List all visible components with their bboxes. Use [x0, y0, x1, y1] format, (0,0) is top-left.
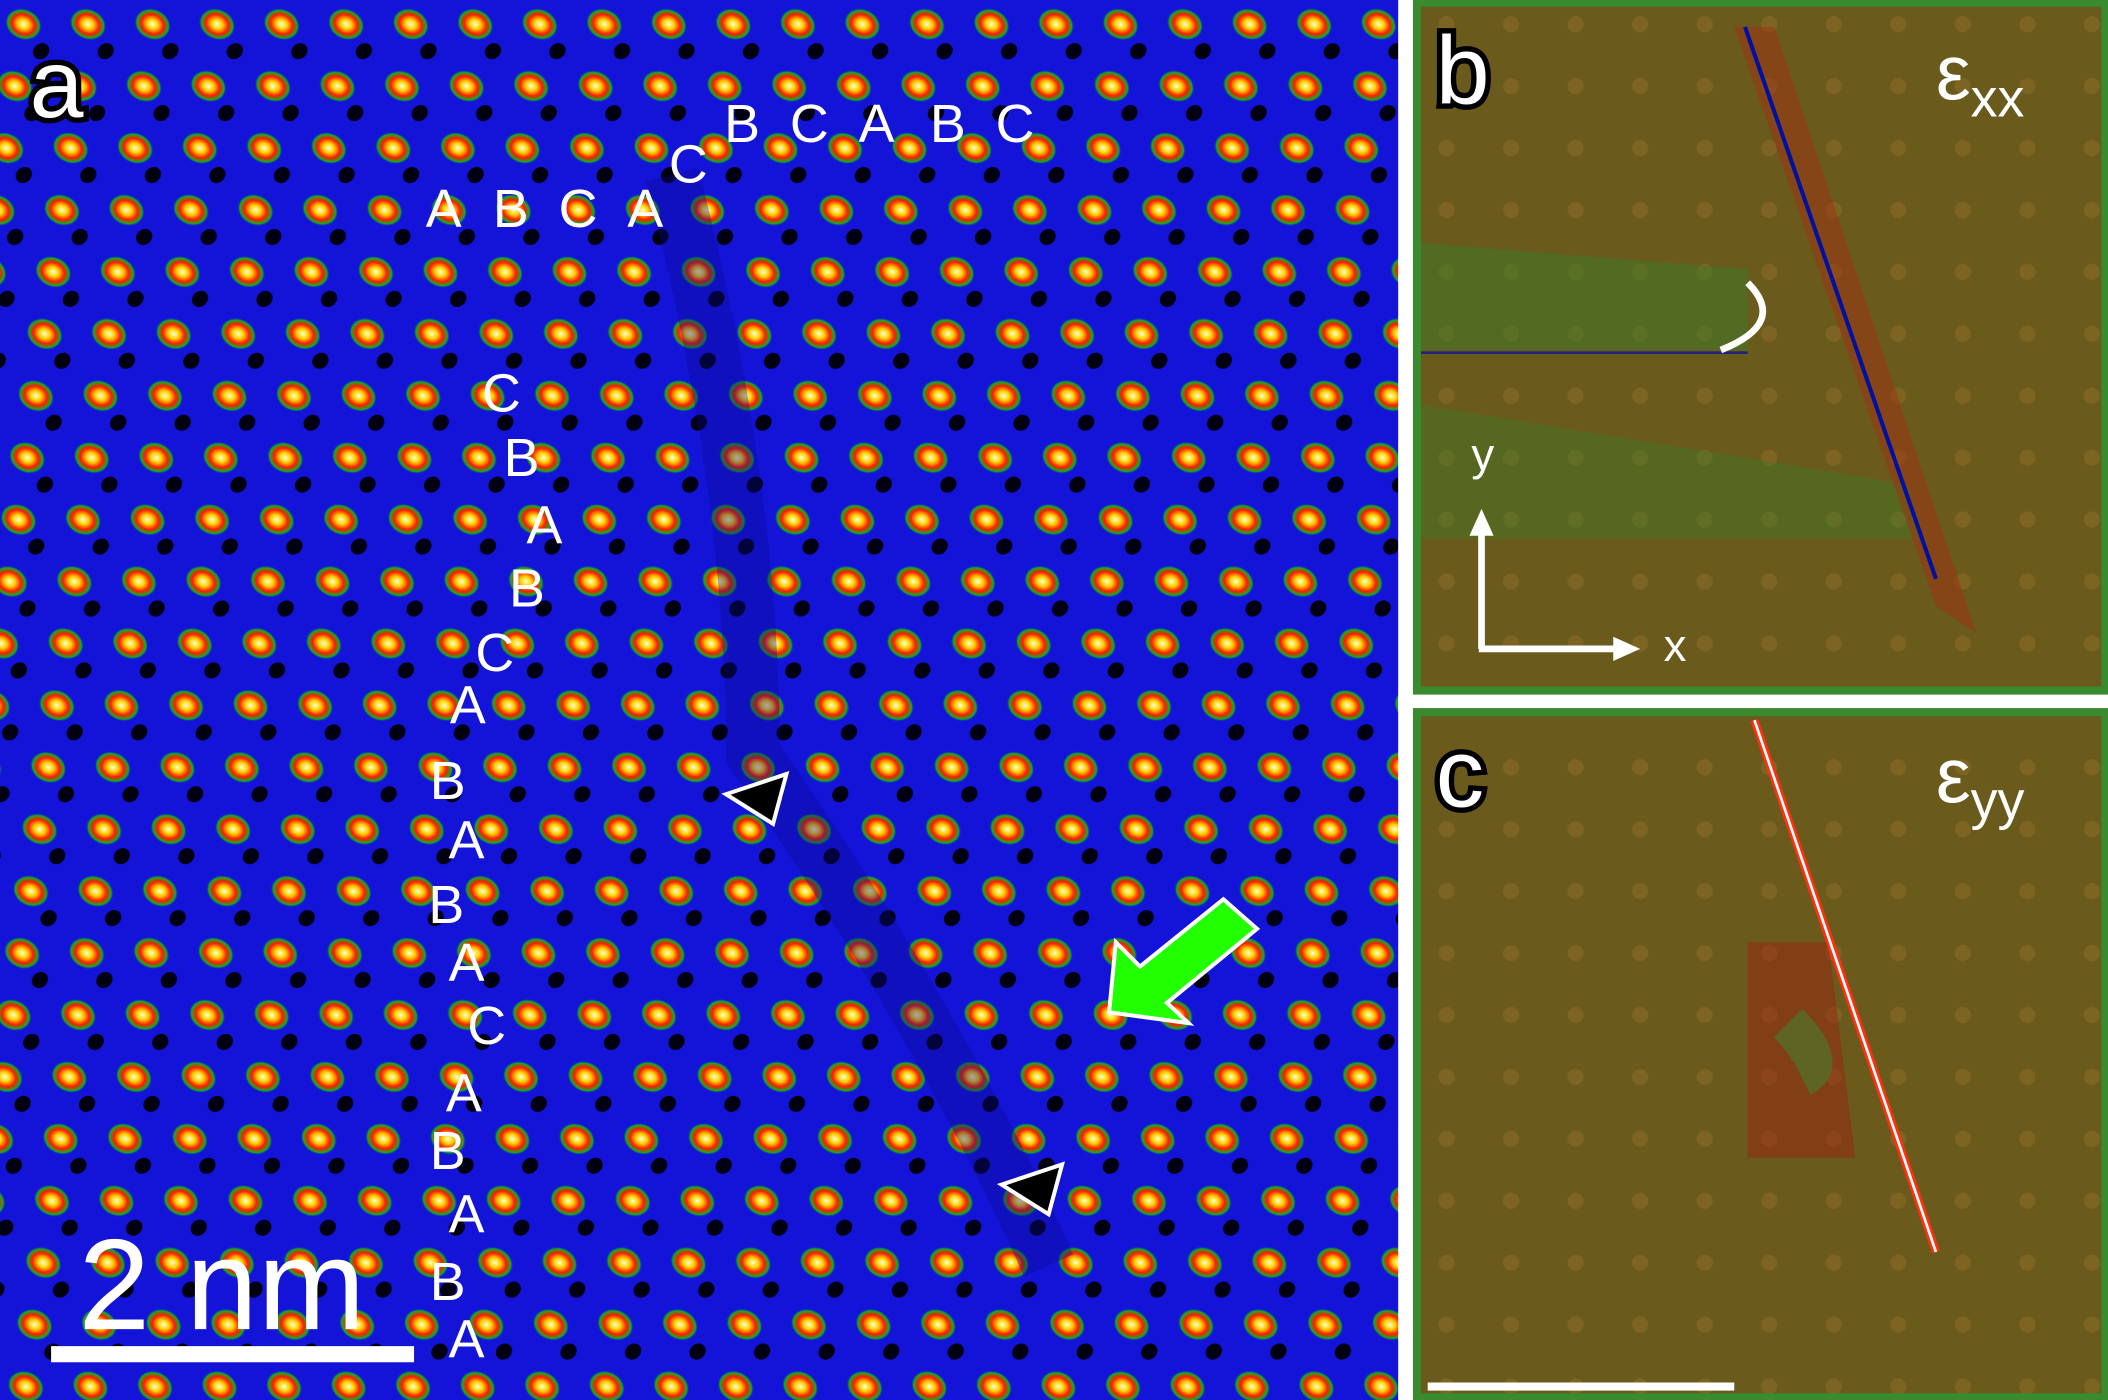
- arrowhead: [721, 770, 790, 828]
- stacking-letter: C: [790, 94, 829, 154]
- micrograph: [0, 0, 1399, 1400]
- stacking-letter: C: [559, 179, 598, 239]
- frame: [1412, 0, 2108, 695]
- stacking-letter: A: [450, 676, 486, 736]
- axis-label: y: [1471, 429, 1494, 480]
- scale-bar-label: 2 nm: [78, 1213, 365, 1357]
- stacking-letter: C: [669, 134, 708, 194]
- stacking-letter: B: [430, 1252, 466, 1312]
- strain-symbol: εyy: [1936, 730, 2025, 831]
- stacking-letter: B: [430, 1121, 466, 1181]
- frame: [1412, 708, 2108, 1400]
- stacking-letter: A: [449, 1310, 485, 1370]
- stacking-letter: A: [859, 94, 895, 154]
- stacking-letter: B: [930, 94, 966, 154]
- region: [1414, 242, 1748, 350]
- stacking-letter: A: [426, 179, 462, 239]
- panel-label: b: [1436, 16, 1490, 125]
- panel-label: c: [1436, 718, 1484, 827]
- stacking-letter: C: [467, 996, 506, 1056]
- stacking-letter: A: [527, 495, 563, 555]
- panel-label: a: [30, 29, 84, 138]
- region: [1773, 1008, 1833, 1095]
- symbol: ε: [1936, 28, 1971, 116]
- dislocation-line: [1753, 719, 1938, 1253]
- stacking-letter: B: [430, 751, 466, 811]
- arrowhead: [996, 1161, 1065, 1218]
- strain-symbol: εxx: [1936, 28, 2025, 129]
- stacking-letter: A: [627, 179, 663, 239]
- dislocation-line: [1743, 26, 1938, 580]
- core: [1719, 280, 1767, 354]
- stacking-letter: A: [449, 933, 485, 993]
- stacking-letter: C: [996, 94, 1035, 154]
- region: [1414, 403, 1923, 539]
- stacking-letter: B: [428, 875, 464, 935]
- strain-map: [1414, 709, 2108, 1400]
- arrowhead: [1613, 636, 1641, 661]
- stacking-letter: A: [446, 1063, 482, 1123]
- stacking-letter: B: [724, 94, 760, 154]
- boundary-shade: [646, 168, 1074, 1277]
- axis-label: x: [1664, 620, 1687, 671]
- stacking-letter: B: [493, 179, 529, 239]
- arrowhead: [1469, 508, 1494, 536]
- stacking-letter: C: [482, 363, 521, 423]
- subscript: yy: [1971, 771, 2025, 831]
- stacking-letter: A: [449, 810, 485, 870]
- region: [1734, 26, 1977, 633]
- green-arrow: [1106, 896, 1261, 1026]
- stacking-letter: C: [475, 623, 514, 683]
- stacking-letter: B: [509, 559, 545, 619]
- subscript: xx: [1971, 69, 2025, 129]
- symbol: ε: [1936, 730, 1971, 818]
- stacking-letter: B: [504, 428, 540, 488]
- stacking-letter: A: [449, 1184, 485, 1244]
